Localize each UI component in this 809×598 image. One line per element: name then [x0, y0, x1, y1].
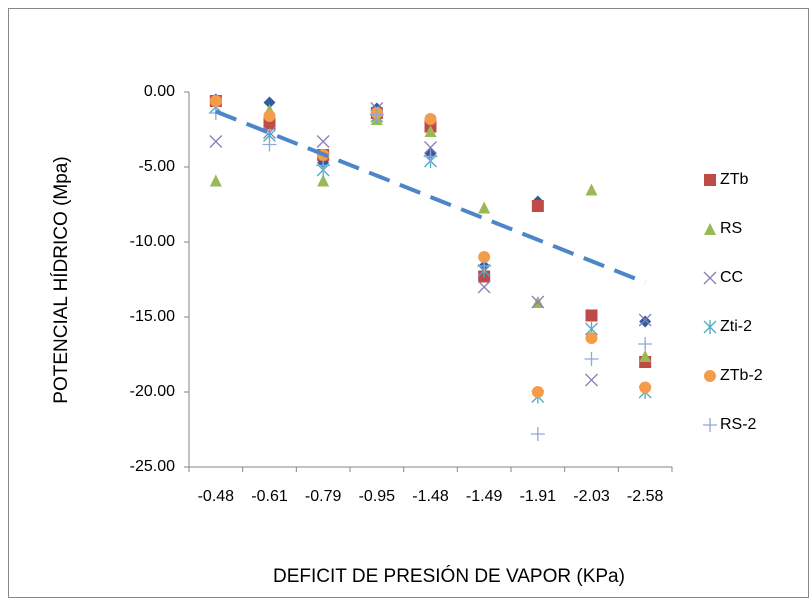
- y-tick-label: -10.00: [130, 233, 175, 250]
- marker: [263, 96, 276, 109]
- legend-marker: [704, 174, 716, 186]
- marker: [209, 135, 223, 148]
- legend-label: CC: [720, 269, 743, 286]
- marker: [639, 350, 652, 362]
- y-tick-label: -5.00: [139, 158, 176, 175]
- marker: [531, 386, 544, 398]
- x-tick-label: -1.49: [466, 488, 503, 505]
- legend-marker: [704, 370, 716, 382]
- x-axis-title: DEFICIT DE PRESIÓN DE VAPOR (KPa): [273, 565, 625, 587]
- marker: [424, 113, 437, 125]
- marker: [369, 107, 384, 122]
- y-tick-label: -25.00: [130, 458, 175, 475]
- chart-frame: [8, 8, 809, 598]
- marker: [584, 352, 599, 366]
- marker: [531, 295, 545, 309]
- x-tick-label: -2.03: [573, 488, 610, 505]
- legend-label: ZTb: [720, 171, 749, 188]
- marker: [639, 315, 652, 328]
- marker: [638, 313, 652, 327]
- legend-marker: [703, 320, 717, 334]
- marker: [639, 381, 652, 394]
- x-tick-label: -0.48: [198, 488, 235, 505]
- marker: [638, 337, 653, 351]
- marker: [478, 201, 491, 214]
- marker: [316, 135, 330, 148]
- x-tick-label: -0.79: [305, 488, 342, 505]
- marker: [424, 141, 437, 154]
- marker: [477, 280, 491, 294]
- marker: [209, 95, 222, 107]
- marker: [317, 174, 330, 187]
- trend-line: [215, 109, 646, 285]
- marker: [209, 174, 222, 187]
- x-tick-label: -2.58: [627, 488, 664, 505]
- x-tick-label: -1.91: [520, 488, 557, 505]
- marker: [478, 251, 491, 263]
- y-tick-label: 0.00: [144, 83, 175, 100]
- legend-marker: [704, 223, 716, 235]
- marker: [263, 110, 276, 122]
- marker: [531, 200, 544, 212]
- marker: [477, 259, 492, 273]
- marker: [316, 158, 331, 173]
- marker: [585, 309, 598, 322]
- marker: [585, 183, 598, 196]
- y-tick-label: -20.00: [130, 383, 175, 400]
- legend-marker: [703, 418, 717, 432]
- marker: [423, 149, 438, 164]
- legend-marker: [703, 271, 717, 285]
- x-tick-label: -0.95: [359, 488, 396, 505]
- x-tick-label: -1.48: [412, 488, 449, 505]
- marker: [530, 427, 545, 441]
- legend-label: Zti-2: [720, 318, 752, 335]
- marker: [585, 332, 598, 344]
- x-tick-label: -0.61: [251, 488, 288, 505]
- marker: [424, 125, 437, 137]
- marker: [262, 137, 277, 152]
- legend-label: RS-2: [720, 416, 757, 433]
- y-axis-title: POTENCIAL HÍDRICO (Mpa): [51, 156, 72, 403]
- legend-label: RS: [720, 220, 742, 237]
- legend-label: ZTb-2: [720, 367, 763, 384]
- marker: [585, 373, 598, 387]
- y-tick-label: -15.00: [130, 308, 175, 325]
